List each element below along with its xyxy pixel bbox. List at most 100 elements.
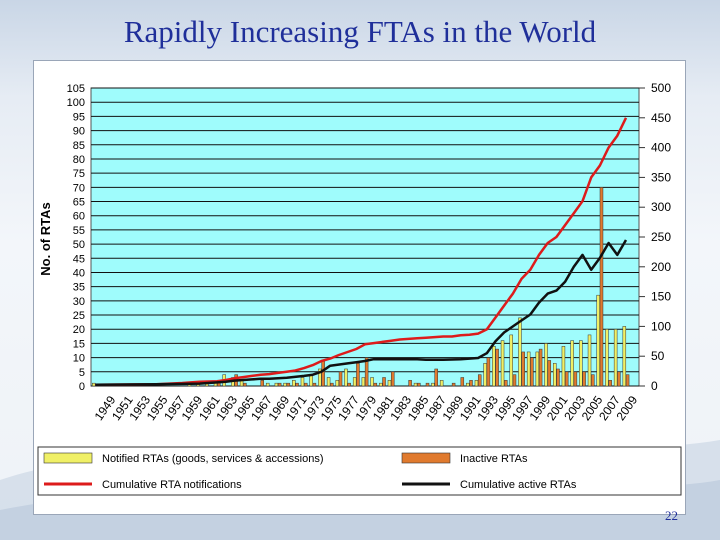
y-tick-label: 90: [73, 126, 85, 138]
chart-panel: 0 5 10 15 20 25 30 35 40 45 50 55 60 65 70 75 80 85 90 95 10…: [33, 60, 686, 515]
bar: [439, 380, 444, 387]
bar: [518, 317, 522, 387]
bar: [265, 382, 270, 387]
bar: [492, 346, 496, 387]
y-tick-label: 70: [73, 182, 85, 194]
bar: [352, 377, 357, 387]
series-line: [95, 117, 628, 387]
bar: [460, 377, 465, 387]
y-tick-label: 15: [73, 338, 85, 350]
lines: [95, 117, 628, 387]
y-tick-label: 55: [73, 225, 85, 237]
left-axis-ticks: 0 5 10 15 20 25 30 35 40 45 50 55 60 65 70 75 80 85 90 95 10…: [67, 83, 85, 393]
bar: [587, 334, 592, 387]
bar: [292, 380, 296, 387]
bar: [538, 348, 543, 387]
bar: [361, 377, 366, 387]
y2-tick-label: 200: [651, 260, 671, 274]
rta-chart: 0 5 10 15 20 25 30 35 40 45 50 55 60 65 70 75 80 85 90 95 10…: [37, 81, 682, 496]
bar: [591, 374, 595, 387]
legend-label: Cumulative RTA notifications: [102, 479, 242, 491]
legend-label: Inactive RTAs: [460, 453, 528, 465]
y2-tick-label: 100: [651, 319, 671, 333]
y-tick-label: 60: [73, 211, 85, 223]
bar: [283, 382, 287, 387]
y-tick-label: 30: [73, 296, 85, 308]
bar: [312, 382, 317, 387]
bar: [347, 382, 351, 387]
bar: [582, 371, 586, 387]
legend-label: Notified RTAs (goods, services & accessi…: [102, 453, 324, 465]
y2-tick-label: 450: [651, 111, 671, 125]
y-axis-label: No. of RTAs: [38, 202, 53, 275]
bar: [344, 368, 348, 387]
slide-title: Rapidly Increasing FTAs in the World: [123, 14, 597, 49]
bar: [370, 377, 374, 387]
bar: [318, 368, 322, 387]
bar: [504, 380, 508, 387]
bar: [425, 382, 430, 387]
bar: [326, 377, 331, 387]
bar: [390, 371, 395, 387]
bar: [570, 340, 574, 387]
y-tick-label: 50: [73, 239, 85, 251]
bar: [338, 371, 343, 387]
bar: [608, 380, 612, 387]
bar: [535, 351, 540, 387]
y-tick-label: 25: [73, 310, 85, 322]
y-tick-label: 20: [73, 324, 85, 336]
y2-tick-label: 300: [651, 200, 671, 214]
bar: [243, 382, 247, 387]
y-tick-label: 105: [67, 83, 85, 95]
bar: [364, 357, 369, 387]
bar: [373, 382, 378, 387]
right-axis-ticks: 0 50 100 150 200 250 300 350 400 450 500: [639, 81, 671, 393]
page-number: 22: [665, 508, 678, 523]
bar: [599, 187, 604, 387]
bar: [613, 328, 618, 387]
y2-tick-label: 0: [651, 379, 658, 393]
y2-tick-label: 50: [651, 349, 665, 363]
bar: [605, 328, 609, 387]
legend-swatch: [401, 452, 451, 464]
bar: [625, 374, 630, 387]
bar: [309, 374, 313, 387]
bar: [260, 380, 264, 387]
bars: [91, 187, 630, 387]
y2-tick-label: 250: [651, 230, 671, 244]
bar: [466, 382, 470, 387]
bar: [469, 380, 473, 387]
y-tick-label: 85: [73, 140, 85, 152]
y-tick-label: 80: [73, 154, 85, 166]
bar: [413, 382, 418, 387]
bar: [387, 380, 392, 387]
bar: [530, 357, 534, 387]
bar: [300, 377, 305, 387]
bar: [321, 360, 325, 387]
bar: [500, 340, 505, 387]
legend: Notified RTAs (goods, services & accessi…: [37, 446, 682, 496]
bar: [417, 382, 421, 387]
legend-swatch: [43, 452, 93, 464]
y-tick-label: 100: [67, 97, 85, 109]
bar: [495, 348, 499, 387]
bar: [512, 374, 517, 387]
bar: [408, 380, 412, 387]
bar: [547, 360, 552, 387]
bar: [295, 382, 299, 387]
x-tick-label: 2009: [613, 393, 640, 423]
legend-label: Cumulative active RTAs: [460, 479, 577, 491]
bar: [335, 380, 340, 387]
y-tick-label: 0: [79, 381, 85, 393]
bar: [451, 382, 456, 387]
y-tick-label: 40: [73, 267, 85, 279]
bar: [382, 377, 386, 387]
bar: [274, 382, 279, 387]
x-axis-ticks: 1949195119531955195719591961196319651967…: [92, 393, 641, 423]
plot-area: [90, 87, 640, 387]
series-line: [95, 239, 628, 387]
bar: [544, 343, 548, 387]
legend-box: [37, 446, 682, 496]
y-tick-label: 35: [73, 282, 85, 294]
bar: [379, 382, 383, 387]
